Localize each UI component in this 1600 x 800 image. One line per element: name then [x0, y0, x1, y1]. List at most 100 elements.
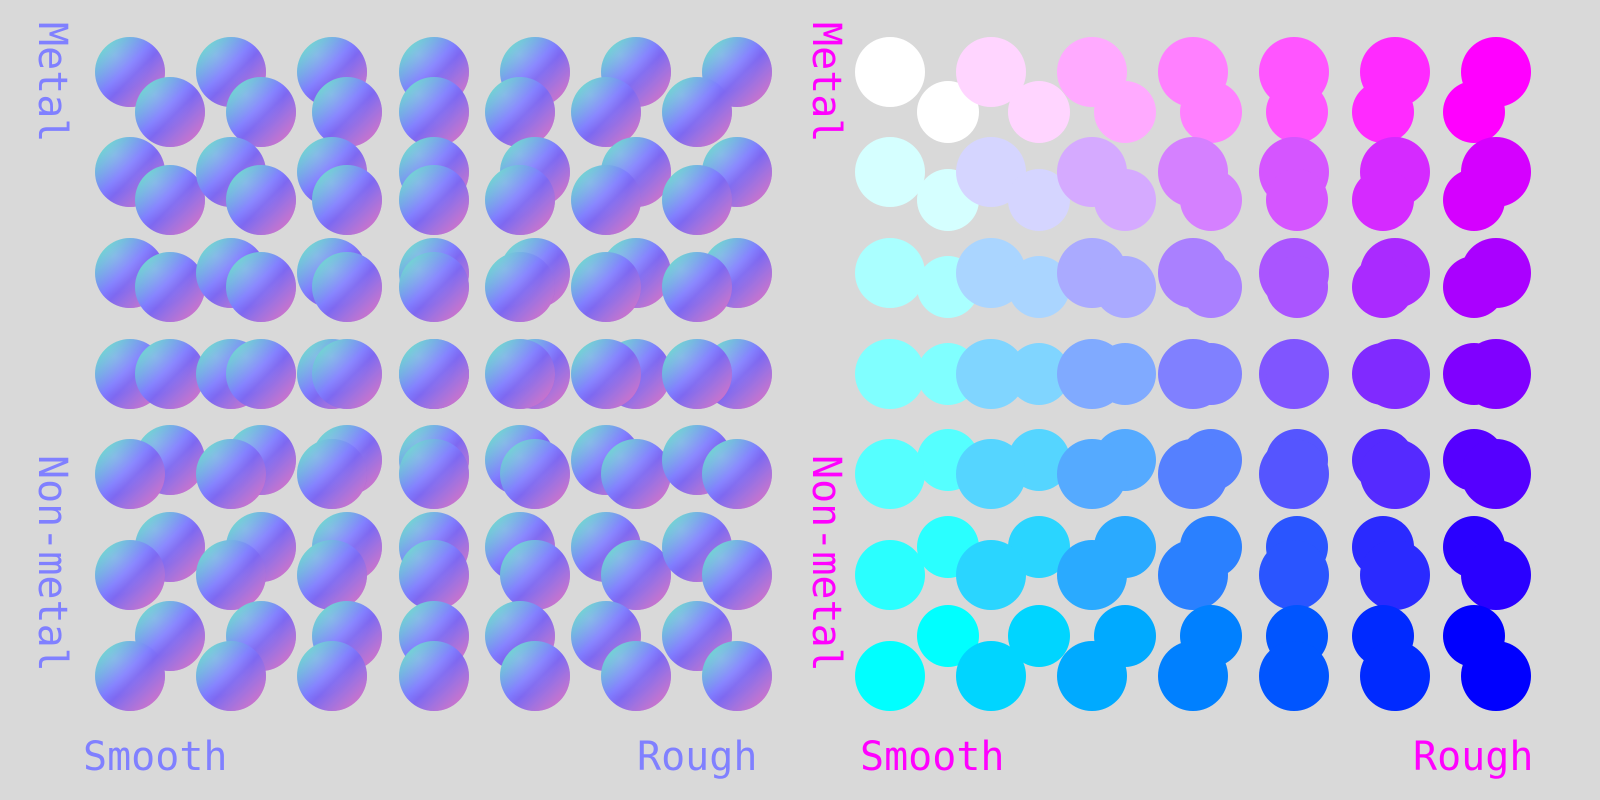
color-disc-rear [1443, 81, 1505, 143]
color-disc-front [855, 641, 925, 711]
left-metal-label: Metal [29, 22, 75, 143]
color-disc-rear [1180, 256, 1242, 318]
normal-sphere-front-highlight [500, 540, 570, 610]
color-disc-front [855, 137, 925, 207]
normal-sphere-front-highlight [196, 641, 266, 711]
color-disc-rear [1352, 256, 1414, 318]
color-disc-rear [1266, 169, 1328, 231]
normal-sphere-rear-highlight [399, 252, 469, 322]
right-metal-label: Metal [803, 22, 849, 143]
normal-sphere-rear-highlight [226, 252, 296, 322]
normal-sphere-front-highlight [399, 641, 469, 711]
color-disc-front [1158, 439, 1228, 509]
normal-sphere-rear-highlight [571, 77, 641, 147]
color-disc-rear [1266, 343, 1328, 405]
color-disc-front [855, 238, 925, 308]
normal-sphere-rear-highlight [399, 165, 469, 235]
color-sphere-grid [855, 37, 1531, 711]
color-disc-rear [1008, 81, 1070, 143]
right-non-metal-label: Non-metal [803, 455, 849, 672]
color-disc-rear [1352, 169, 1414, 231]
normal-sphere-front-highlight [500, 439, 570, 509]
normal-sphere-rear-highlight [312, 339, 382, 409]
right-smooth-label: Smooth [860, 734, 1005, 780]
right-rough-label: Rough [1413, 734, 1534, 780]
normal-sphere-rear-highlight [226, 165, 296, 235]
color-disc-rear [1180, 169, 1242, 231]
normal-sphere-rear-highlight [399, 77, 469, 147]
color-disc-rear [1180, 343, 1242, 405]
normal-sphere-front-highlight [95, 540, 165, 610]
color-disc-rear [1008, 605, 1070, 667]
normal-sphere-front-highlight [297, 540, 367, 610]
normal-sphere-rear-highlight [662, 252, 732, 322]
normal-sphere-front-highlight [601, 439, 671, 509]
color-disc-front [1461, 540, 1531, 610]
normal-sphere-rear-highlight [485, 77, 555, 147]
color-disc-rear [1094, 169, 1156, 231]
color-disc-front [956, 540, 1026, 610]
normal-sphere-rear-highlight [571, 339, 641, 409]
normal-sphere-front-highlight [399, 540, 469, 610]
color-disc-rear [1443, 343, 1505, 405]
normal-sphere-rear-highlight [485, 339, 555, 409]
color-disc-front [1360, 439, 1430, 509]
normal-sphere-rear-highlight [571, 252, 641, 322]
color-disc-front [1158, 540, 1228, 610]
color-disc-front [956, 37, 1026, 107]
normal-sphere-front-highlight [702, 439, 772, 509]
color-disc-front [956, 641, 1026, 711]
color-disc-rear [917, 605, 979, 667]
color-disc-front [1360, 540, 1430, 610]
normal-sphere-front-highlight [702, 540, 772, 610]
normal-sphere-front-highlight [500, 641, 570, 711]
left-non-metal-label: Non-metal [29, 455, 75, 672]
normal-sphere-rear-highlight [312, 252, 382, 322]
normal-sphere-rear-highlight [135, 252, 205, 322]
normal-sphere-rear-highlight [135, 77, 205, 147]
normal-sphere-rear-highlight [312, 77, 382, 147]
normal-sphere-rear-highlight [485, 165, 555, 235]
normal-sphere-rear-highlight [312, 165, 382, 235]
normal-sphere-front-highlight [601, 540, 671, 610]
normal-sphere-rear-highlight [571, 165, 641, 235]
color-disc-front [1360, 641, 1430, 711]
normal-map-sphere-grid [95, 37, 772, 711]
normal-sphere-rear-highlight [662, 165, 732, 235]
normal-sphere-rear-highlight [399, 339, 469, 409]
normal-sphere-rear-highlight [135, 339, 205, 409]
color-disc-front [1461, 439, 1531, 509]
color-disc-rear [1180, 81, 1242, 143]
color-disc-rear [1008, 256, 1070, 318]
normal-sphere-front-highlight [297, 439, 367, 509]
color-disc-front [1259, 439, 1329, 509]
color-disc-front [956, 137, 1026, 207]
color-disc-front [855, 439, 925, 509]
color-disc-rear [1352, 343, 1414, 405]
normal-sphere-front-highlight [601, 641, 671, 711]
color-disc-rear [1266, 81, 1328, 143]
normal-sphere-rear-highlight [485, 252, 555, 322]
normal-sphere-rear-highlight [226, 339, 296, 409]
color-disc-rear [1352, 81, 1414, 143]
color-disc-front [1259, 540, 1329, 610]
color-disc-front [1461, 641, 1531, 711]
color-disc-front [1057, 540, 1127, 610]
normal-sphere-front-highlight [95, 439, 165, 509]
color-disc-rear [1266, 256, 1328, 318]
color-disc-rear [1443, 256, 1505, 318]
color-disc-front [855, 37, 925, 107]
color-disc-front [1259, 641, 1329, 711]
color-disc-rear [1094, 81, 1156, 143]
normal-sphere-rear-highlight [662, 339, 732, 409]
color-disc-rear [917, 81, 979, 143]
normal-sphere-front-highlight [702, 641, 772, 711]
normal-sphere-front-highlight [196, 540, 266, 610]
color-disc-front [956, 339, 1026, 409]
left-rough-label: Rough [637, 734, 758, 780]
normal-sphere-rear-highlight [135, 165, 205, 235]
normal-sphere-front-highlight [196, 439, 266, 509]
color-disc-front [956, 439, 1026, 509]
